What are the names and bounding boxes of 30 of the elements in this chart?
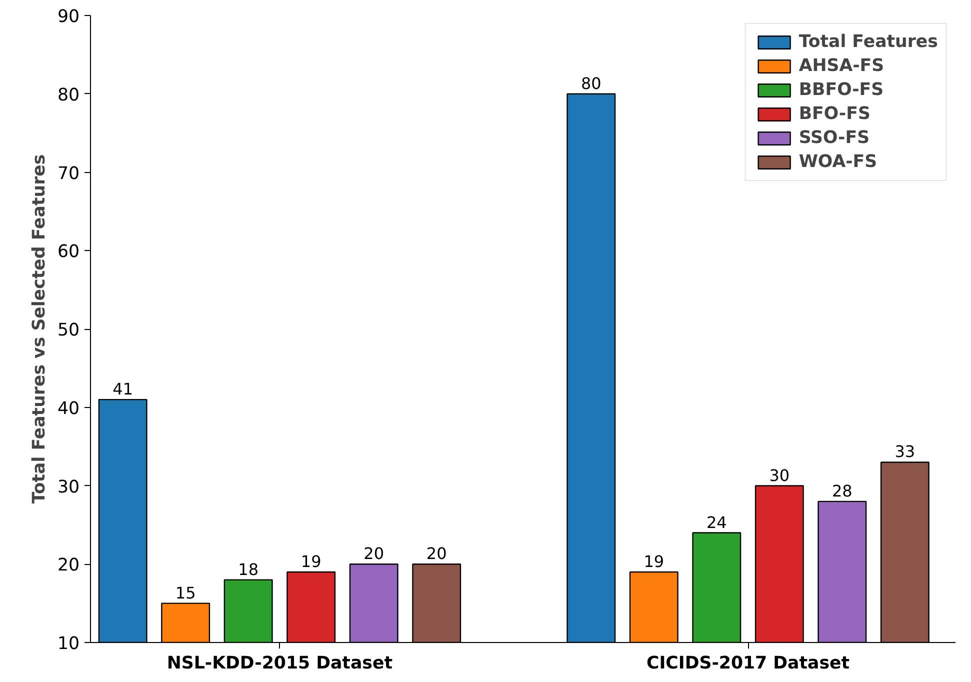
x-tick-label: CICIDS-2017 Dataset [646, 654, 850, 674]
data-label: 24 [706, 512, 727, 532]
data-label: 30 [769, 466, 790, 485]
y-tick-label: 70 [57, 164, 80, 184]
data-label: 33 [894, 442, 916, 462]
data-label: 41 [112, 380, 133, 399]
data-label: 20 [364, 544, 384, 564]
x-tick-label: NSL-KDD-2015 Dataset [166, 654, 393, 674]
y-tick-label: 50 [57, 320, 80, 340]
y-tick-label: 60 [57, 242, 80, 262]
y-tick-label: 90 [57, 7, 80, 27]
data-label: 15 [175, 583, 196, 602]
data-label: 19 [300, 552, 322, 571]
y-tick-label: 30 [57, 477, 80, 498]
legend-label: WOA-FS [798, 152, 878, 172]
data-label: 80 [580, 74, 602, 93]
y-tick-label: 40 [57, 398, 80, 419]
y-tick-label: 80 [57, 85, 80, 106]
y-tick-label: 10 [57, 634, 80, 654]
y-axis-title: Total Features vs Selected Features [29, 154, 50, 504]
legend-label: AHSA-FS [798, 56, 884, 76]
legend-label: Total Features [798, 32, 938, 52]
data-label: 28 [832, 481, 852, 500]
y-tick-label: 20 [57, 556, 80, 576]
data-label: 19 [644, 552, 664, 571]
data-label: 18 [238, 560, 259, 579]
data-label: 20 [426, 544, 447, 564]
legend-label: BFO-FS [798, 104, 870, 124]
legend-label: BBFO-FS [798, 80, 884, 100]
legend-label: SSO-FS [798, 128, 870, 148]
